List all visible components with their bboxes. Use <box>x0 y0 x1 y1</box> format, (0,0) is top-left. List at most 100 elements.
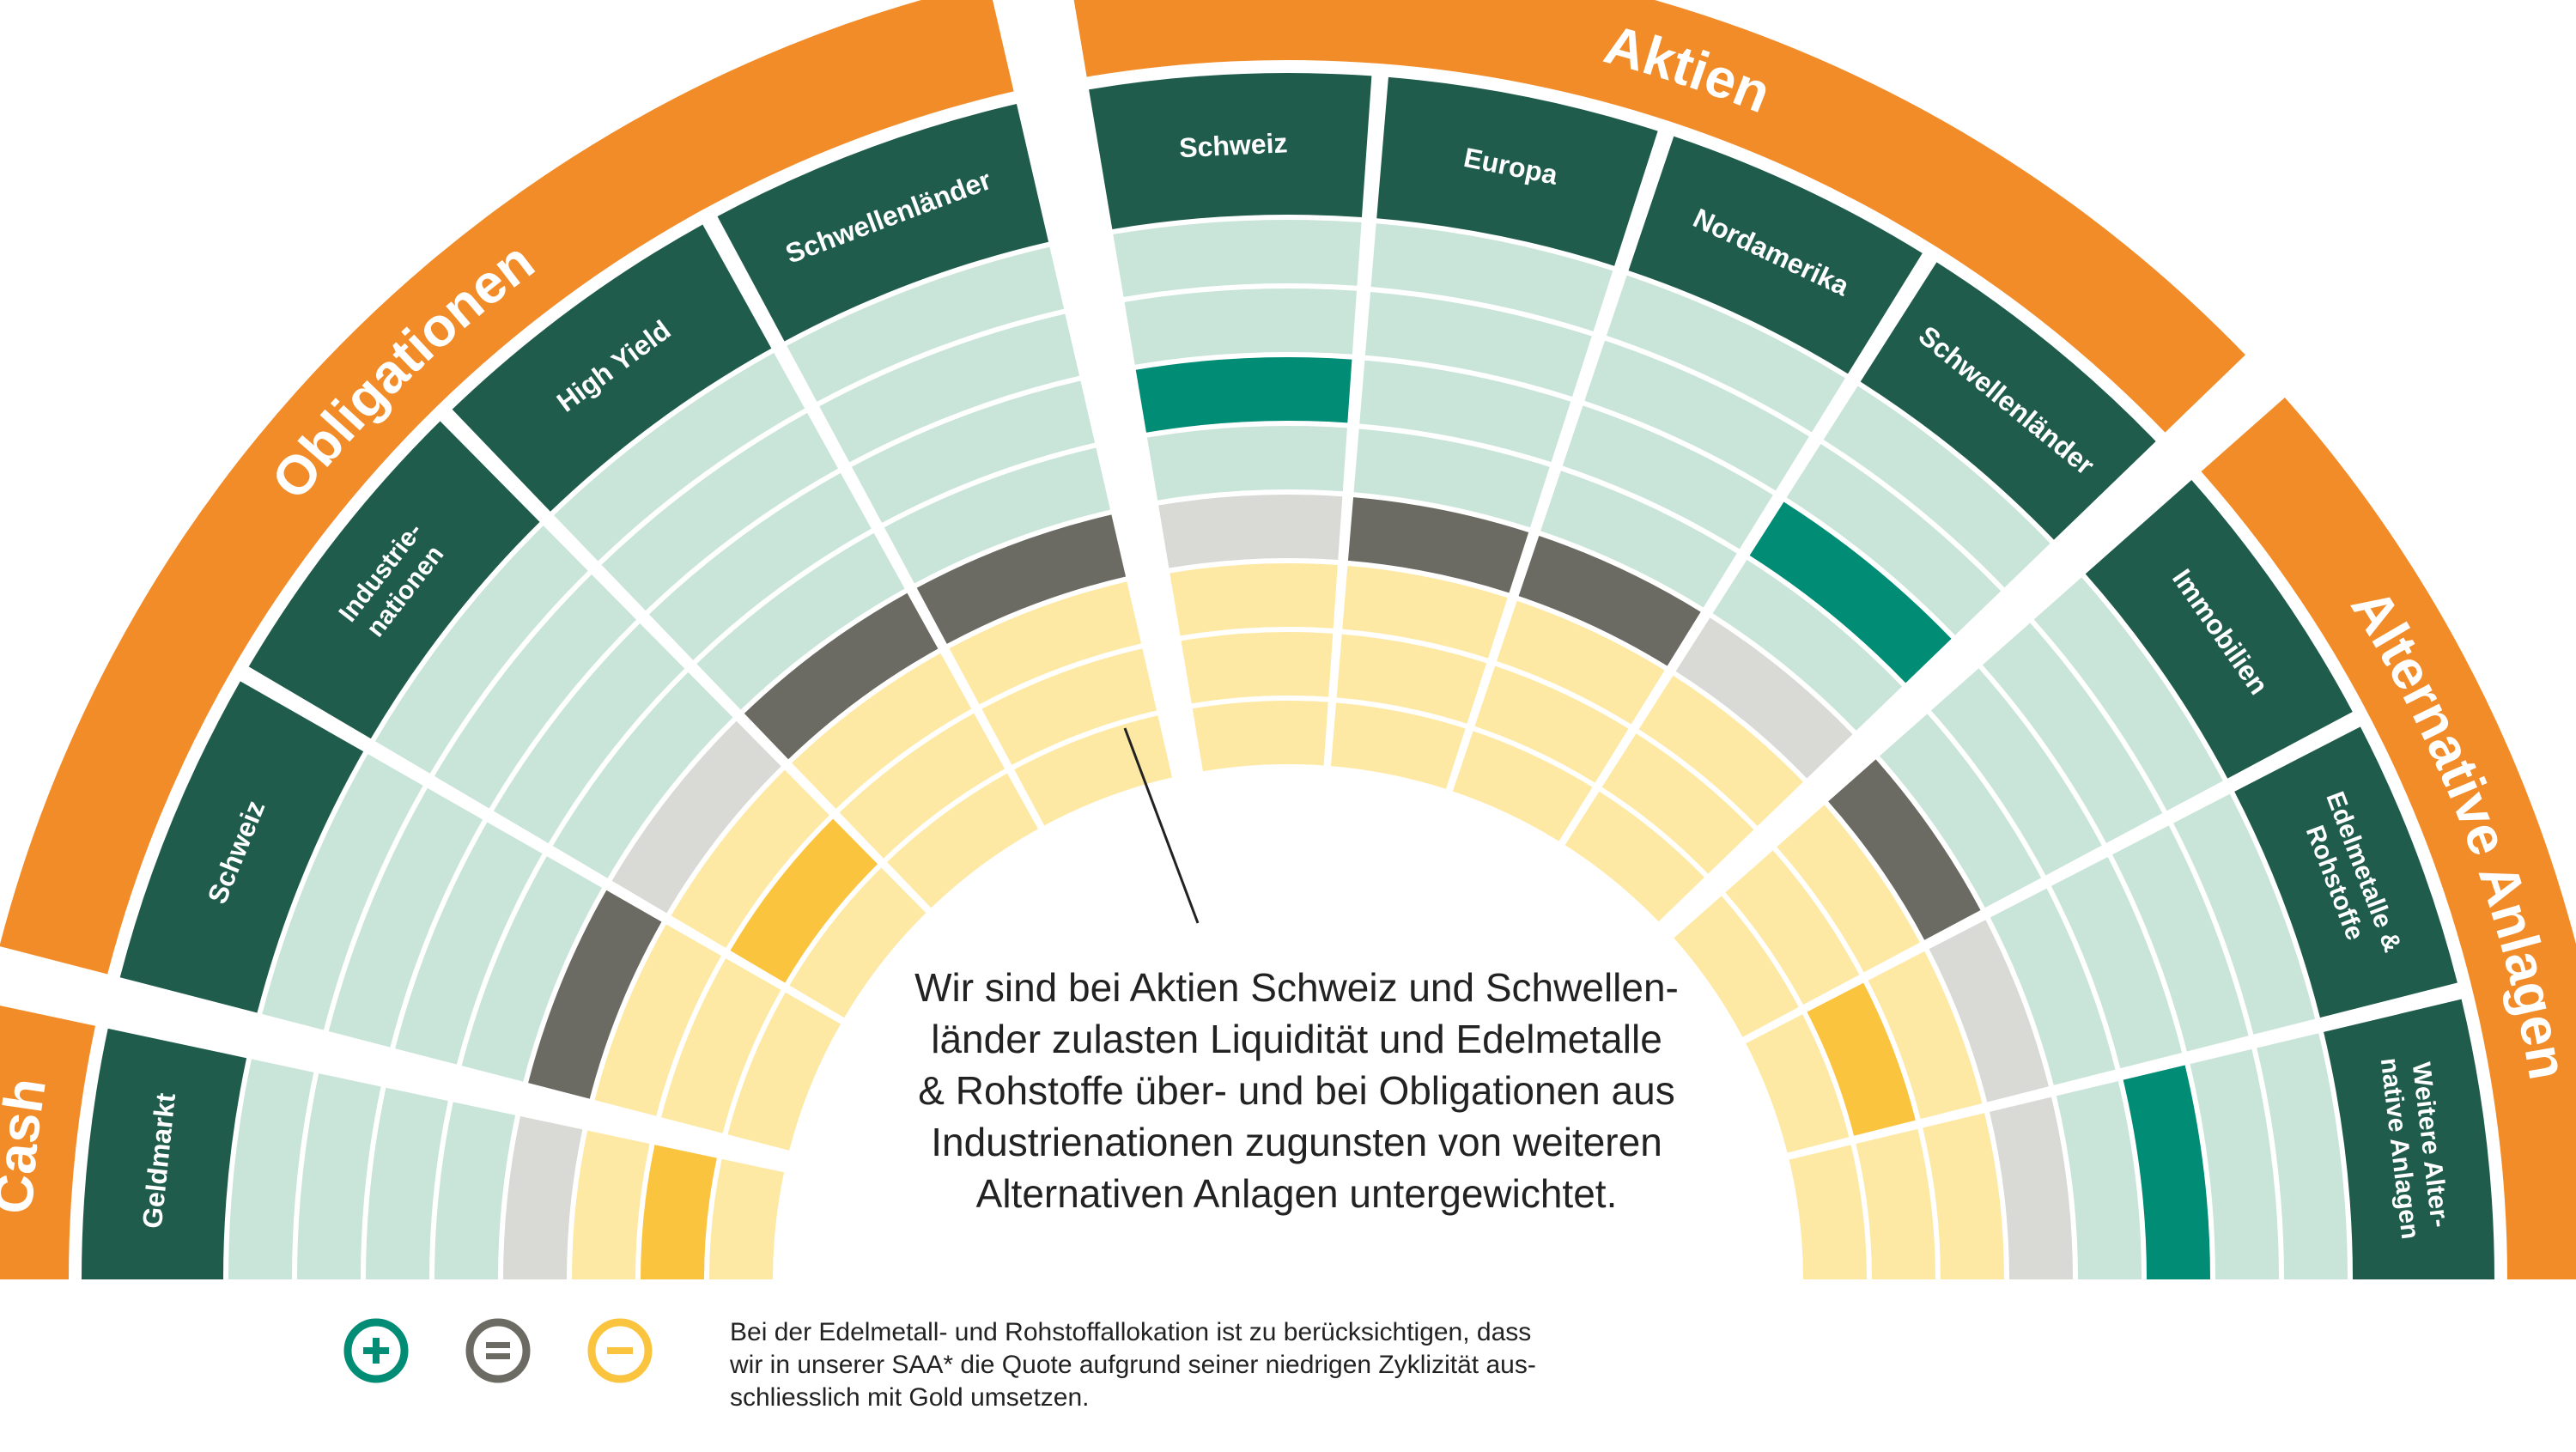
allocation-cell <box>2056 1081 2142 1279</box>
allocation-cell <box>1518 535 1701 666</box>
allocation-cell <box>1982 623 2163 843</box>
allocation-cell <box>884 447 1111 584</box>
allocation-cell <box>1158 495 1343 568</box>
allocation-cell <box>1990 888 2116 1085</box>
allocation-cell <box>1342 565 1508 659</box>
allocation-cell <box>366 1087 448 1279</box>
allocation-cell <box>1786 443 2002 635</box>
legend-underweight <box>583 1314 657 1388</box>
allocation-cell <box>554 352 805 562</box>
allocation-cell <box>1014 715 1173 826</box>
footnote-line: Bei der Edelmetall- und Rohstoffallokati… <box>730 1318 1532 1346</box>
statement-line: & Rohstoffe über- und bei Obligationen a… <box>918 1068 1675 1113</box>
allocation-cell <box>594 924 722 1116</box>
statement-line: Industrienationen zugunsten von weiteren <box>931 1120 1662 1164</box>
allocation-cell <box>641 1145 717 1279</box>
allocation-cell <box>1638 675 1803 827</box>
allocation-cell <box>611 720 781 914</box>
allocation-cell <box>787 246 1065 402</box>
allocation-cell <box>2033 577 2223 811</box>
allocation-cell <box>696 532 905 710</box>
allocation-cell <box>1856 1128 1935 1279</box>
category-band <box>1073 0 2245 433</box>
allocation-cell <box>228 1059 314 1279</box>
subcategory-band <box>452 224 772 512</box>
subcategory-band <box>248 421 540 739</box>
subcategory-label-line: Schweiz <box>1178 127 1288 163</box>
allocation-cell <box>2173 793 2316 1035</box>
allocation-cell <box>1929 920 2049 1103</box>
subcategory-band <box>2234 726 2458 1018</box>
allocation-cell <box>1564 791 1704 922</box>
allocation-cell <box>744 592 939 760</box>
subcategory-headers <box>82 73 2494 1279</box>
allocation-cell <box>2111 825 2249 1052</box>
allocation-cell <box>727 992 841 1151</box>
allocation-cell <box>1777 805 1920 973</box>
allocation-cell <box>648 472 872 660</box>
allocation-cell <box>434 574 637 809</box>
allocation-cell <box>1497 600 1665 725</box>
allocation-cell <box>819 313 1080 463</box>
allocation-cell <box>1880 714 2042 908</box>
subcategory-band <box>1628 136 1923 374</box>
subcategory-band <box>82 1028 247 1279</box>
allocation-cell <box>1712 559 1903 731</box>
allocation-cell <box>839 713 1005 859</box>
allocation-cell <box>1807 982 1916 1136</box>
allocation-cell <box>493 623 685 844</box>
allocation-cell <box>461 856 603 1082</box>
allocation-cell <box>1170 563 1338 636</box>
allocation-cell <box>1113 219 1362 297</box>
allocation-cell <box>297 1073 381 1279</box>
allocation-cell <box>852 380 1096 523</box>
allocation-cell <box>1474 665 1629 783</box>
allocation-cell <box>981 648 1157 765</box>
allocation-cell <box>709 1158 785 1279</box>
statement-line: Wir sind bei Aktien Schweiz und Schwelle… <box>914 965 1679 1010</box>
subcategory-band <box>1860 262 2156 540</box>
legend <box>339 1314 700 1408</box>
allocation-cell <box>375 526 588 774</box>
allocation-cell <box>1990 1097 2073 1279</box>
allocation-cell <box>1124 288 1357 365</box>
subcategory-label: Schweiz <box>1178 127 1288 163</box>
allocation-cell <box>1749 501 1952 683</box>
allocation-cell <box>1584 340 1809 491</box>
statement-line: länder zulasten Liquidität und Edelmetal… <box>931 1017 1662 1061</box>
plus-icon <box>343 1318 409 1383</box>
statement-line: Alternativen Anlagen untergewichtet. <box>975 1171 1618 1216</box>
allocation-cell <box>552 671 733 878</box>
allocation-cell <box>1746 1014 1850 1153</box>
allocation-cell <box>1146 425 1347 501</box>
category-band <box>2201 397 2576 1279</box>
allocation-cell <box>1181 632 1334 704</box>
subcategory-band <box>1376 76 1658 266</box>
allocation-cell <box>1725 850 1860 1005</box>
category-band <box>0 1005 96 1279</box>
allocation-cell <box>1370 223 1613 331</box>
subcategory-band <box>2085 480 2353 779</box>
allocation-cell <box>262 754 423 1030</box>
allocation-cell <box>1452 731 1593 841</box>
equals-icon <box>465 1318 531 1383</box>
allocation-cell <box>1359 360 1571 463</box>
category-band <box>0 0 1014 975</box>
allocation-cell <box>503 1115 583 1279</box>
legend-overweight <box>339 1314 413 1388</box>
pointer-line <box>1123 727 1200 924</box>
allocation-cell <box>1364 292 1592 397</box>
allocation-cell <box>1353 428 1550 528</box>
allocation-cell <box>1192 701 1328 772</box>
allocation-cell <box>1828 759 1981 940</box>
allocation-cell <box>730 818 878 983</box>
allocation-cell <box>2050 856 2183 1069</box>
allocation-cell <box>2123 1065 2210 1279</box>
minus-icon <box>587 1318 653 1383</box>
allocation-cell <box>661 958 781 1133</box>
allocation-cell <box>789 867 927 1018</box>
subcategory-band <box>2324 999 2494 1279</box>
allocation-cell <box>1135 356 1352 433</box>
allocation-cell <box>1601 733 1754 874</box>
allocation-cell <box>1930 668 2102 876</box>
